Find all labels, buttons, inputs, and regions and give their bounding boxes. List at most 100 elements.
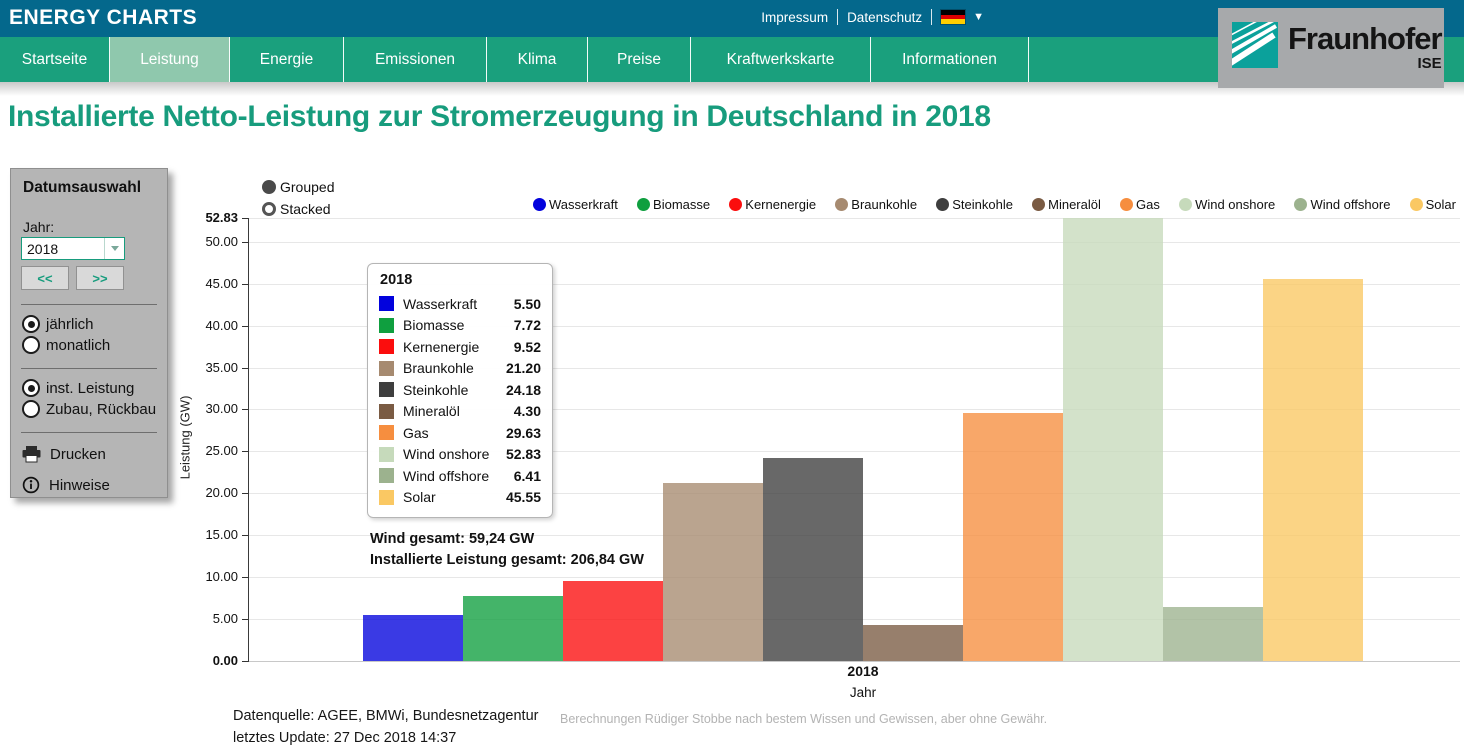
tooltip-series-value: 6.41 (513, 467, 541, 484)
bar-braunkohle[interactable] (663, 483, 763, 661)
bar-kernenergie[interactable] (563, 581, 663, 661)
tooltip-row-braunkohle: Braunkohle 21.20 (379, 358, 541, 380)
tooltip-swatch-icon (379, 360, 394, 376)
radio-option-monatlich[interactable]: monatlich (22, 336, 157, 354)
radio-icon (22, 379, 40, 397)
radio-label: Zubau, Rückbau (46, 400, 157, 418)
legend-item-wasserkraft[interactable]: Wasserkraft (533, 197, 618, 212)
tooltip-row-biomasse: Biomasse 7.72 (379, 315, 541, 337)
gridline (249, 451, 1460, 452)
bar-wind-offshore[interactable] (1163, 607, 1263, 661)
tooltip-row-solar: Solar 45.55 (379, 487, 541, 509)
legend-item-mineral-l[interactable]: Mineralöl (1032, 197, 1101, 212)
tooltip-row-gas: Gas 29.63 (379, 422, 541, 444)
radio-icon (22, 336, 40, 354)
y-tick-mark (242, 661, 248, 662)
legend-item-gas[interactable]: Gas (1120, 197, 1160, 212)
legend-item-solar[interactable]: Solar (1409, 197, 1456, 212)
tooltip-series-label: Solar (403, 489, 436, 506)
fraunhofer-institute: ISE (1417, 55, 1442, 72)
tab-startseite[interactable]: Startseite (0, 37, 110, 82)
impressum-link[interactable]: Impressum (761, 9, 829, 25)
legend-item-wind-onshore[interactable]: Wind onshore (1179, 197, 1275, 212)
tooltip-swatch-icon (379, 446, 394, 462)
tooltip-series-value: 7.72 (513, 317, 541, 334)
select-dropdown-zone[interactable] (104, 238, 124, 259)
y-tick-mark (242, 242, 248, 243)
language-dropdown-caret-icon[interactable]: ▼ (973, 11, 984, 23)
tab-leistung[interactable]: Leistung (110, 37, 230, 82)
legend-swatch-icon (1409, 198, 1423, 211)
datenschutz-link[interactable]: Datenschutz (847, 9, 923, 25)
tooltip-series-label: Wind onshore (403, 446, 490, 463)
divider (931, 9, 933, 25)
source-line: Datenquelle: AGEE, BMWi, Bundesnetzagent… (233, 708, 539, 724)
legend-item-wind-offshore[interactable]: Wind offshore (1294, 197, 1390, 212)
y-tick-mark (242, 619, 248, 620)
mode-option-stacked[interactable]: Stacked (262, 198, 334, 220)
legend-item-kernenergie[interactable]: Kernenergie (729, 197, 816, 212)
radio-option-j-hrlich[interactable]: jährlich (22, 315, 157, 333)
gridline (249, 326, 1460, 327)
bar-solar[interactable] (1263, 279, 1363, 661)
tooltip-series-value: 52.83 (505, 446, 541, 463)
tooltip-row-kernenergie: Kernenergie 9.52 (379, 336, 541, 358)
divider (21, 304, 157, 305)
tooltip-swatch-icon (379, 489, 394, 505)
mode-option-grouped[interactable]: Grouped (262, 176, 334, 198)
gridline (249, 409, 1460, 410)
radio-option-zubau-r-ckbau[interactable]: Zubau, Rückbau (22, 400, 157, 418)
period-radio-group: jährlich monatlich (21, 315, 157, 354)
bar-wasserkraft[interactable] (363, 615, 463, 661)
print-button[interactable]: Drucken (22, 446, 157, 463)
tooltip-row-wind-onshore: Wind onshore 52.83 (379, 444, 541, 466)
german-flag-icon[interactable] (941, 10, 966, 24)
radio-icon (22, 315, 40, 333)
tab-informationen[interactable]: Informationen (871, 37, 1029, 82)
y-tick-label: 25.00 (205, 443, 238, 458)
tooltip-swatch-icon (379, 403, 394, 419)
tab-klima[interactable]: Klima (487, 37, 588, 82)
tooltip-series-value: 4.30 (513, 403, 541, 420)
y-tick-label: 40.00 (205, 318, 238, 333)
next-year-button[interactable]: >> (76, 266, 124, 290)
previous-year-button[interactable]: << (21, 266, 69, 290)
tooltip-series-value: 29.63 (505, 424, 541, 441)
header-links: Impressum Datenschutz ▼ (761, 9, 984, 25)
hints-button[interactable]: Hinweise (22, 476, 157, 494)
bar-biomasse[interactable] (463, 596, 563, 661)
fraunhofer-wordmark: Fraunhofer ISE (1288, 23, 1443, 72)
legend-label: Biomasse (653, 197, 711, 212)
mode-label: Stacked (280, 201, 331, 217)
tooltip-series-label: Wind offshore (403, 467, 490, 484)
divider (21, 368, 157, 369)
y-tick-mark (242, 218, 248, 219)
y-tick-label: 52.83 (205, 210, 238, 225)
legend-label: Kernenergie (745, 197, 817, 212)
tab-energie[interactable]: Energie (230, 37, 344, 82)
y-tick-mark (242, 409, 248, 410)
year-stepper: << >> (21, 266, 157, 290)
gridline (249, 661, 1460, 662)
bar-wind-onshore[interactable] (1063, 218, 1163, 661)
x-axis-title: Jahr (849, 685, 877, 700)
year-select[interactable]: 2018 (21, 237, 125, 260)
legend-item-biomasse[interactable]: Biomasse (637, 197, 710, 212)
bar-gas[interactable] (963, 413, 1063, 661)
bar-steinkohle[interactable] (763, 458, 863, 661)
bar-mineral-l[interactable] (863, 625, 963, 661)
tab-kraftwerkskarte[interactable]: Kraftwerkskarte (691, 37, 871, 82)
legend-swatch-icon (835, 198, 849, 211)
tooltip-swatch-icon (379, 339, 394, 355)
tab-preise[interactable]: Preise (588, 37, 691, 82)
tab-emissionen[interactable]: Emissionen (344, 37, 487, 82)
chart-legend: Wasserkraft Biomasse Kernenergie Braunkohle… (533, 197, 1456, 212)
legend-item-braunkohle[interactable]: Braunkohle (835, 197, 917, 212)
y-tick-label: 20.00 (205, 485, 238, 500)
legend-item-steinkohle[interactable]: Steinkohle (936, 197, 1013, 212)
chart-tooltip: 2018 Wasserkraft 5.50 Biomasse 7.72 Kernener… (367, 263, 553, 518)
y-axis-line (248, 218, 249, 662)
radio-option-inst-leistung[interactable]: inst. Leistung (22, 379, 157, 397)
fraunhofer-logo[interactable]: Fraunhofer ISE (1218, 8, 1444, 88)
tooltip-series-label: Mineralöl (403, 403, 460, 420)
